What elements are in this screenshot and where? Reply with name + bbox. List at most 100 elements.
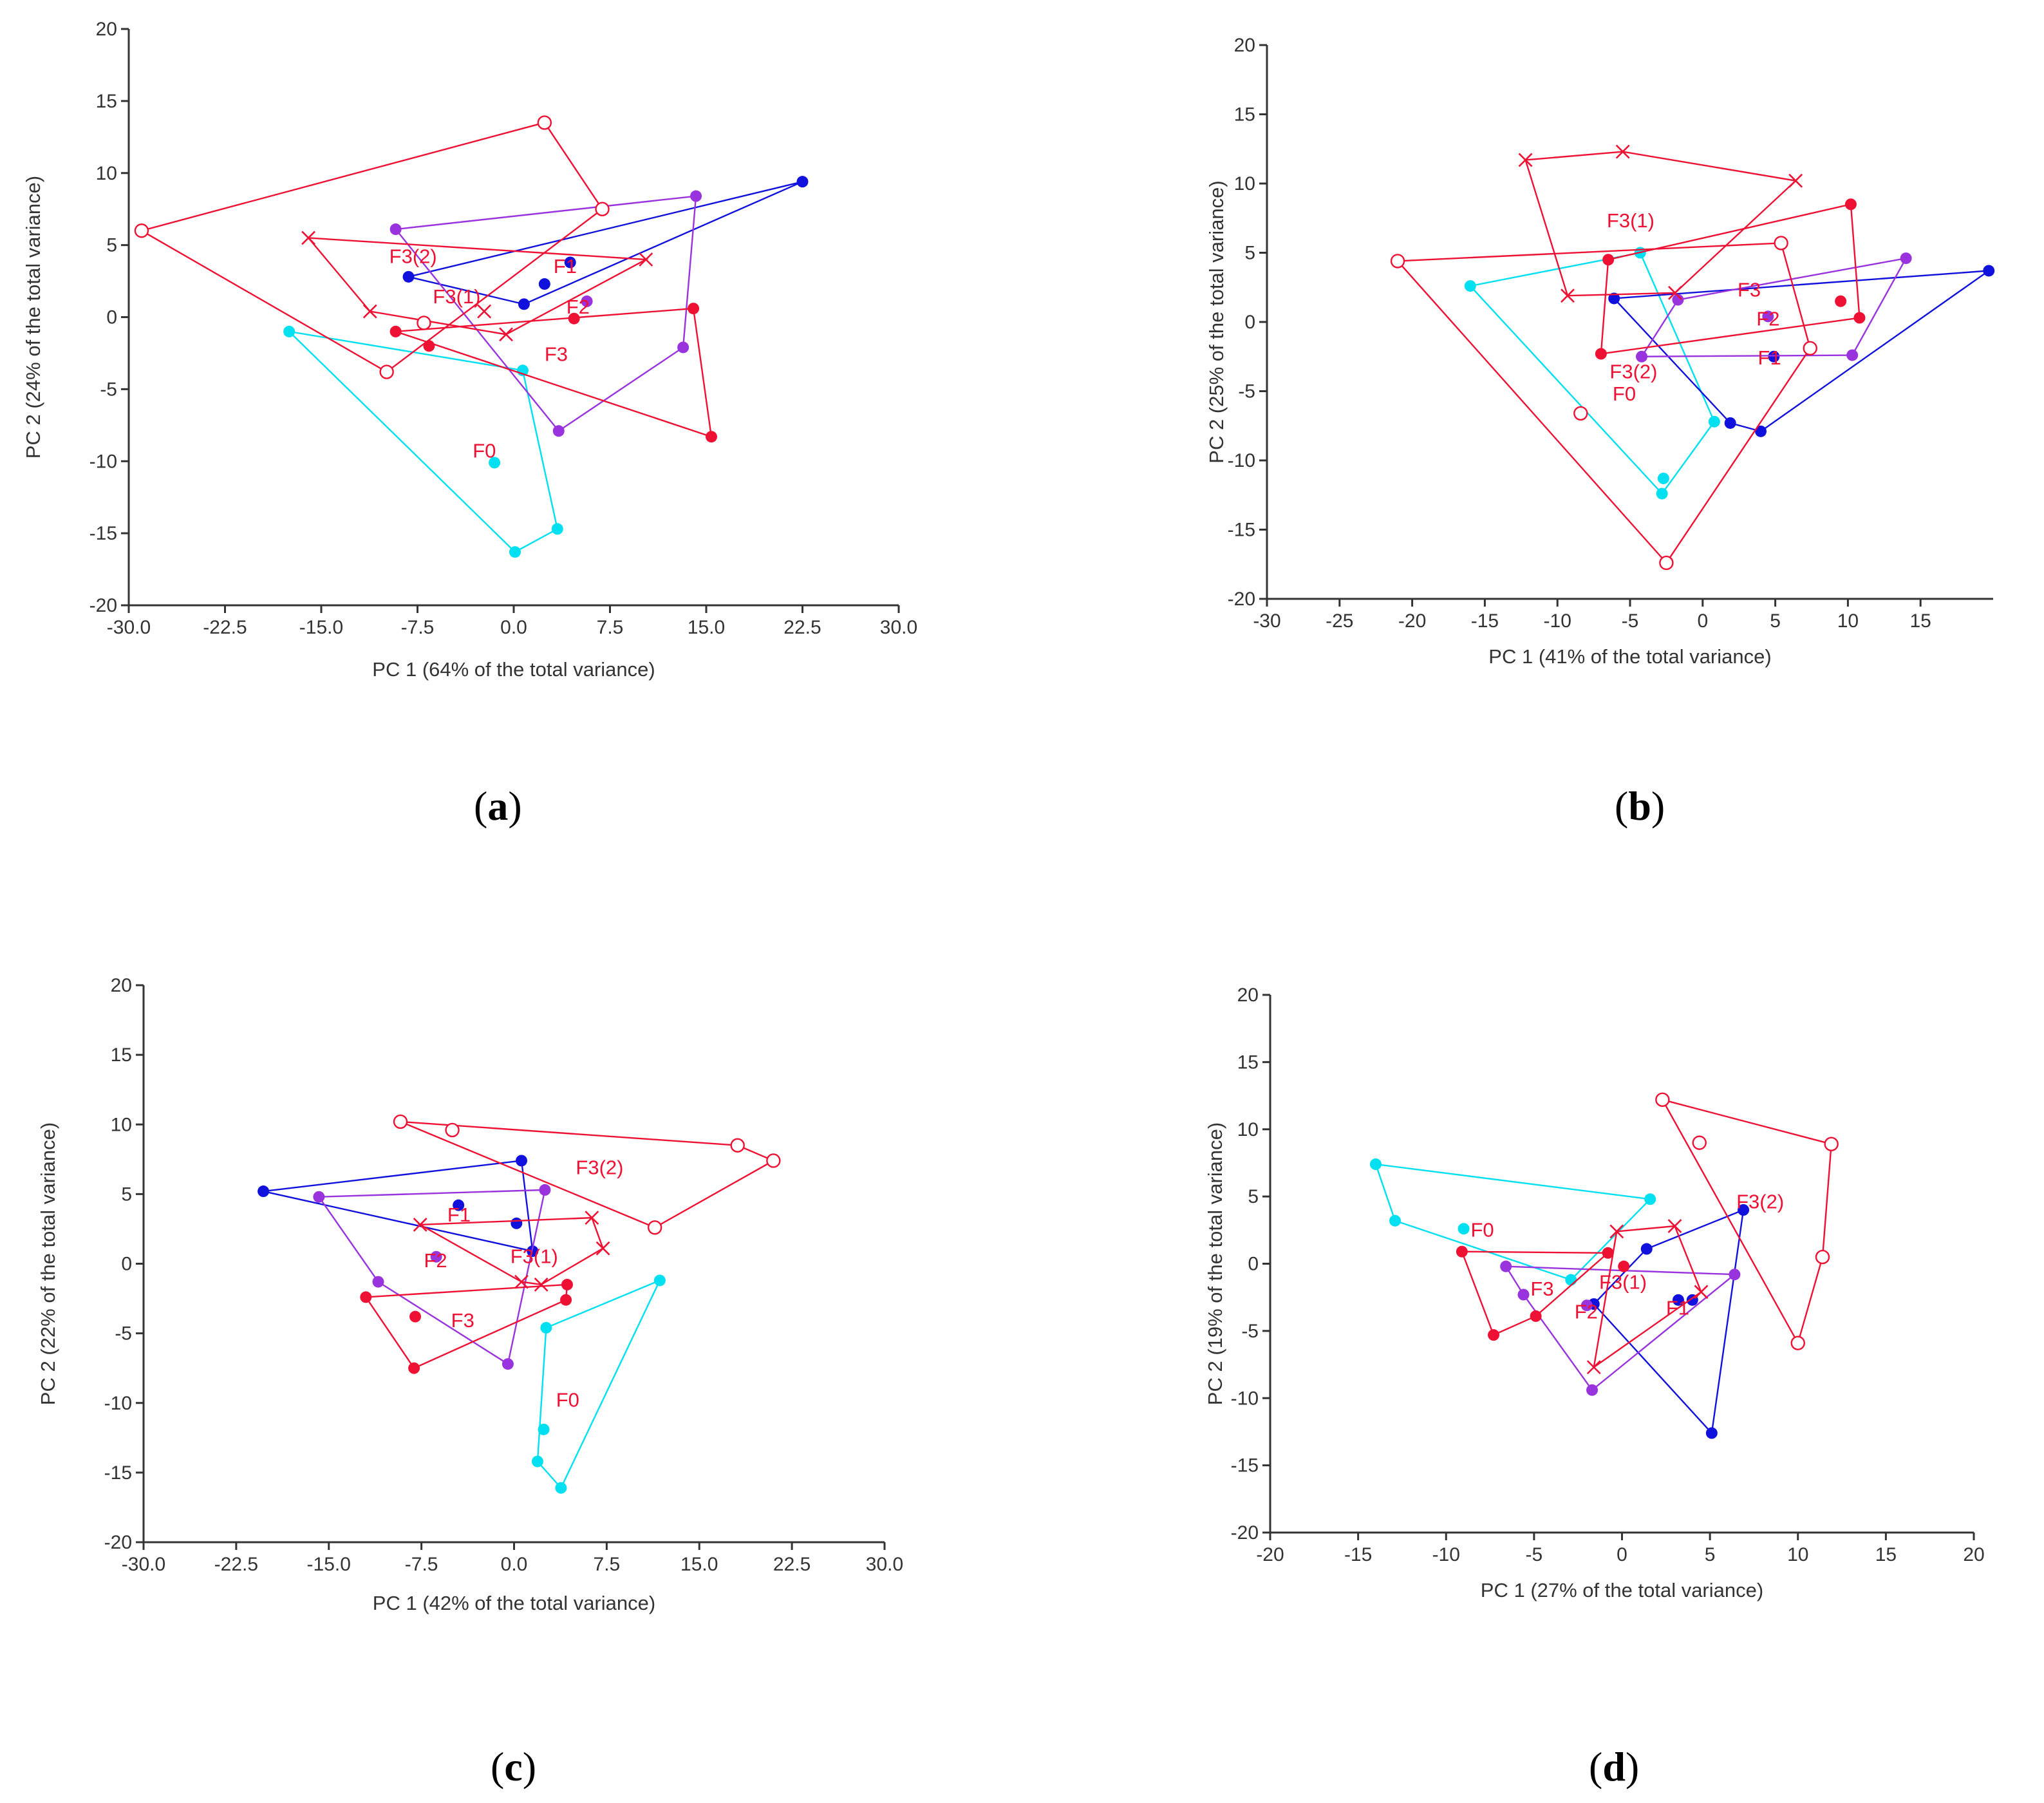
x-tick-label: 15.0 bbox=[680, 1554, 718, 1575]
point-f3-1 bbox=[1518, 153, 1533, 167]
x-marker-stroke bbox=[595, 1241, 610, 1256]
x-marker-stroke bbox=[1694, 1285, 1709, 1299]
point-f1 bbox=[1640, 1243, 1653, 1255]
x-tick-label: -30 bbox=[1253, 610, 1280, 632]
point-f3-1 bbox=[534, 1278, 549, 1292]
point-f3-1 bbox=[1788, 173, 1803, 188]
group-label: F1 bbox=[447, 1204, 471, 1226]
group-label: F3(2) bbox=[1609, 360, 1657, 382]
x-tick-label: -5 bbox=[1526, 1544, 1543, 1565]
y-tick-label: 0 bbox=[121, 1254, 132, 1275]
point-f3-2 bbox=[417, 316, 431, 330]
point-f0 bbox=[1565, 1274, 1577, 1286]
y-tick-label: 15 bbox=[1237, 1052, 1259, 1073]
point-f3-2 bbox=[595, 202, 610, 216]
group-label: F3 bbox=[545, 343, 568, 366]
point-f1 bbox=[796, 176, 809, 188]
point-f2 bbox=[552, 425, 565, 437]
panel-d: -20 -15 -10 -5 0 5 10 15 20 -20 -15 -10 -5 0 5 10 15 20 PC… bbox=[1022, 902, 2044, 1803]
group-label: F3(2) bbox=[1736, 1190, 1784, 1213]
hull-f1 bbox=[263, 1160, 534, 1252]
group-label: F3(1) bbox=[511, 1245, 558, 1268]
point-f1 bbox=[402, 270, 415, 283]
y-tick-label: 20 bbox=[1237, 985, 1259, 1006]
point-f0 bbox=[1369, 1158, 1382, 1171]
x-axis-label: PC 1 (64% of the total variance) bbox=[372, 658, 655, 681]
hull-f0 bbox=[1374, 1163, 1652, 1281]
group-label: F1 bbox=[554, 255, 577, 278]
point-f3 bbox=[560, 1294, 572, 1306]
point-f1 bbox=[1608, 292, 1620, 305]
point-f3 bbox=[688, 303, 700, 315]
point-f3-2 bbox=[1692, 1135, 1707, 1150]
point-f0 bbox=[509, 546, 521, 558]
y-tick-label: 15 bbox=[1234, 104, 1255, 126]
point-f3 bbox=[1456, 1245, 1468, 1258]
hull-f0 bbox=[286, 330, 559, 553]
x-axis-label: PC 1 (27% of the total variance) bbox=[1481, 1579, 1763, 1601]
panel-b: -20 -15 -10 -5 0 5 10 15 20 -30 -25 -20 -15 -10 -5 0 5 10… bbox=[1022, 0, 2044, 902]
y-tick-label: 15 bbox=[111, 1044, 132, 1066]
point-f3 bbox=[423, 340, 435, 352]
point-f3 bbox=[408, 1362, 420, 1374]
point-f2 bbox=[313, 1191, 325, 1203]
x-axis-label: PC 1 (41% of the total variance) bbox=[1488, 645, 1771, 668]
y-tick-label: -5 bbox=[1238, 381, 1255, 402]
x-tick-label: 20 bbox=[1963, 1544, 1984, 1565]
point-f3 bbox=[1835, 295, 1847, 307]
panel-c: -20 -15 -10 -5 0 5 10 15 20 -30.0 -22.5 -15.0 -7.5 0.… bbox=[0, 902, 1022, 1803]
group-label: F3(2) bbox=[389, 245, 437, 268]
y-tick-label: -10 bbox=[1228, 450, 1255, 471]
point-f0 bbox=[1656, 487, 1668, 500]
point-f3-1 bbox=[1615, 144, 1630, 159]
hull-f0 bbox=[536, 1279, 662, 1489]
y-tick-label: 10 bbox=[1237, 1119, 1259, 1140]
point-f3-2 bbox=[1390, 254, 1405, 269]
group-label: F3(1) bbox=[433, 285, 480, 308]
point-f0 bbox=[1464, 280, 1476, 292]
y-tick-label: -15 bbox=[104, 1462, 132, 1484]
point-f3 bbox=[1618, 1260, 1630, 1272]
hull-f2 bbox=[317, 1189, 546, 1366]
x-marker-stroke bbox=[1667, 1219, 1682, 1233]
x-marker-stroke bbox=[1609, 1224, 1624, 1239]
point-f0 bbox=[531, 1455, 543, 1468]
point-f3 bbox=[409, 1310, 422, 1323]
x-tick-label: -30.0 bbox=[107, 617, 151, 638]
point-f3-2 bbox=[1655, 1092, 1670, 1108]
x-marker-stroke bbox=[1615, 144, 1630, 159]
point-f0 bbox=[1657, 472, 1669, 484]
point-f0 bbox=[653, 1274, 666, 1287]
x-marker-stroke bbox=[585, 1211, 599, 1225]
point-f1 bbox=[1983, 265, 1995, 277]
point-f0 bbox=[540, 1321, 552, 1334]
x-tick-label: 5 bbox=[1770, 610, 1781, 632]
point-f3-1 bbox=[1586, 1360, 1601, 1375]
point-f3 bbox=[705, 431, 717, 443]
point-f1 bbox=[516, 1155, 528, 1167]
point-f1 bbox=[1724, 417, 1736, 429]
y-tick-label: 10 bbox=[96, 163, 117, 184]
chart-a: -20 -15 -10 -5 0 5 10 15 20 -30.0 -22.5 -15.0 -7.5 0.… bbox=[22, 19, 917, 681]
x-marker-stroke bbox=[301, 231, 315, 245]
x-tick-label: -30.0 bbox=[122, 1554, 165, 1575]
point-f2 bbox=[1900, 252, 1912, 265]
y-tick-label: -10 bbox=[104, 1393, 132, 1414]
x-marker-stroke bbox=[514, 1274, 529, 1289]
point-f3-2 bbox=[1824, 1137, 1839, 1151]
point-f0 bbox=[551, 523, 563, 535]
point-f3-2 bbox=[134, 223, 149, 238]
group-label: F1 bbox=[1666, 1296, 1689, 1319]
x-marker-stroke bbox=[1561, 288, 1575, 303]
x-tick-label: 0 bbox=[1697, 610, 1708, 632]
x-tick-label: -15.0 bbox=[299, 617, 343, 638]
point-f3 bbox=[1844, 198, 1857, 211]
group-label: F1 bbox=[1758, 346, 1781, 369]
hull-f0 bbox=[1468, 252, 1716, 495]
caption-a: (a) bbox=[474, 783, 522, 829]
group-label: F3(2) bbox=[576, 1156, 623, 1178]
point-f0 bbox=[489, 457, 501, 469]
point-f3-1 bbox=[1609, 1224, 1624, 1239]
point-f3 bbox=[1488, 1329, 1500, 1341]
point-f3-1 bbox=[639, 252, 653, 267]
